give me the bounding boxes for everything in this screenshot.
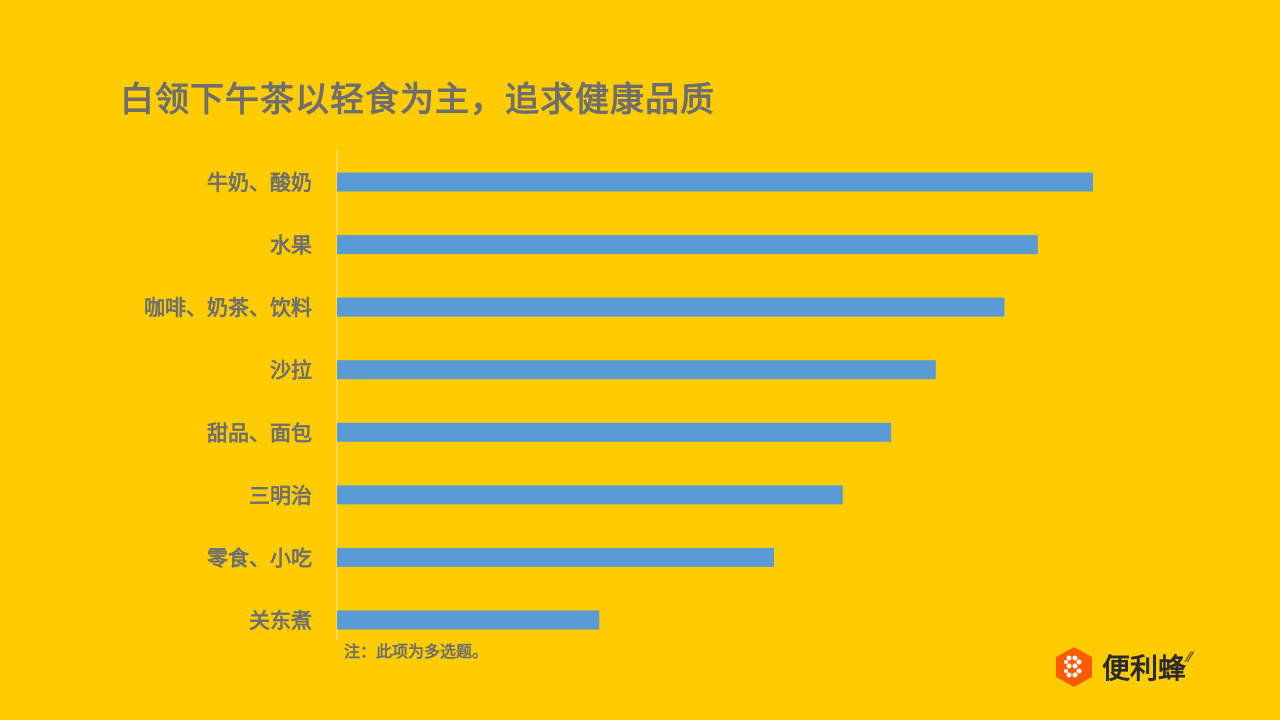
bar — [337, 610, 600, 630]
brand-hexagon-icon — [1056, 647, 1092, 687]
bar — [337, 422, 892, 442]
brand-name: 便利蜂 — [1102, 652, 1187, 685]
bar — [337, 360, 936, 380]
category-label: 关东煮 — [249, 609, 312, 633]
footnote: 注：此项为多选题。 — [344, 642, 489, 661]
bar — [337, 297, 1005, 317]
chart-title: 白领下午茶以轻食为主，追求健康品质 — [120, 80, 715, 120]
category-label: 牛奶、酸奶 — [207, 171, 312, 195]
bar — [337, 485, 843, 505]
category-label: 甜品、面包 — [207, 421, 312, 445]
brand-logo: 便利蜂 ⁄⁄ — [1052, 645, 1192, 689]
category-label: 零食、小吃 — [206, 546, 312, 570]
bars-group — [337, 172, 1093, 630]
bar — [337, 235, 1038, 255]
category-label: 咖啡、奶茶、饮料 — [144, 296, 312, 320]
category-label: 沙拉 — [270, 359, 312, 383]
brand-spark-icon: ⁄⁄ — [1187, 650, 1192, 666]
bar — [337, 172, 1093, 192]
category-label: 三明治 — [249, 484, 312, 508]
category-label: 水果 — [270, 234, 312, 258]
bar — [337, 547, 774, 567]
